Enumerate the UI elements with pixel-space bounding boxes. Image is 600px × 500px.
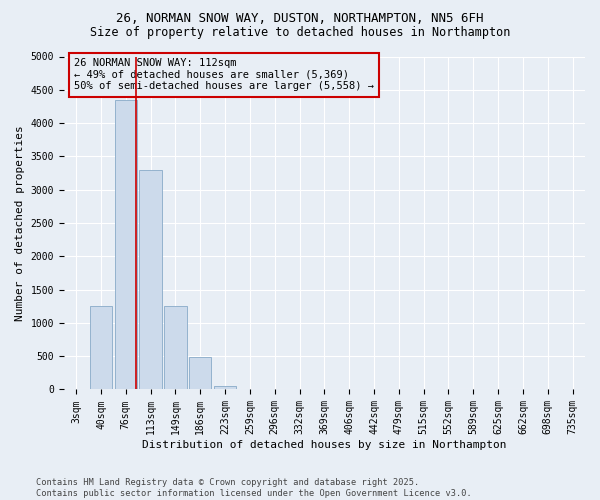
- Bar: [189, 357, 211, 390]
- Text: 26, NORMAN SNOW WAY, DUSTON, NORTHAMPTON, NN5 6FH: 26, NORMAN SNOW WAY, DUSTON, NORTHAMPTON…: [116, 12, 484, 26]
- Bar: [239, 389, 261, 390]
- Bar: [90, 306, 112, 390]
- Bar: [139, 170, 162, 390]
- Bar: [115, 100, 137, 390]
- Text: 26 NORMAN SNOW WAY: 112sqm
← 49% of detached houses are smaller (5,369)
50% of s: 26 NORMAN SNOW WAY: 112sqm ← 49% of deta…: [74, 58, 374, 92]
- Text: Contains HM Land Registry data © Crown copyright and database right 2025.
Contai: Contains HM Land Registry data © Crown c…: [36, 478, 472, 498]
- Y-axis label: Number of detached properties: Number of detached properties: [15, 125, 25, 321]
- Bar: [164, 306, 187, 390]
- X-axis label: Distribution of detached houses by size in Northampton: Distribution of detached houses by size …: [142, 440, 506, 450]
- Text: Size of property relative to detached houses in Northampton: Size of property relative to detached ho…: [90, 26, 510, 39]
- Bar: [214, 386, 236, 390]
